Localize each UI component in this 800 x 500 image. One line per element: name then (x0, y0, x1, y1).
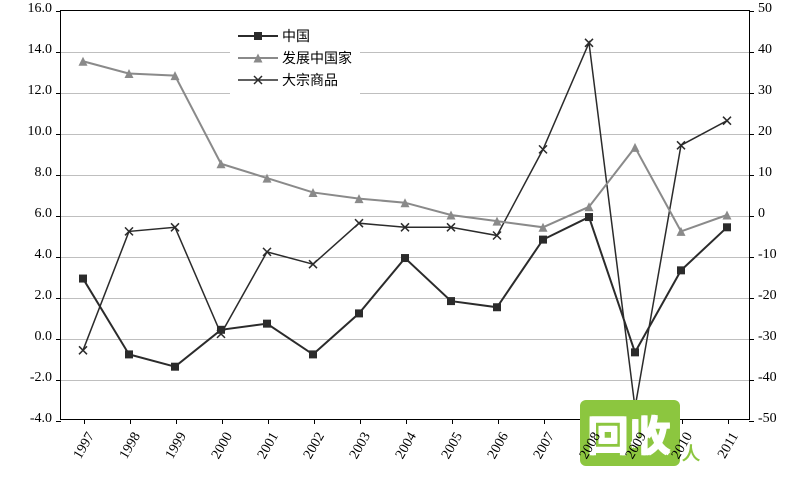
marker-square (171, 363, 179, 371)
series-line (83, 43, 727, 408)
marker-square (631, 348, 639, 356)
y-left-label: 0.0 (35, 329, 53, 345)
y-right-label: -50 (758, 411, 777, 427)
marker-x (79, 346, 87, 354)
marker-triangle (631, 143, 640, 152)
marker-square (125, 350, 133, 358)
y-right-label: -30 (758, 329, 777, 345)
marker-square (723, 223, 731, 231)
y-right-label: 40 (758, 42, 772, 58)
legend-swatch (238, 28, 278, 44)
y-right-label: -20 (758, 288, 777, 304)
y-left-label: -4.0 (30, 411, 52, 427)
marker-square (217, 326, 225, 334)
y-left-label: -2.0 (30, 370, 52, 386)
marker-x (539, 145, 547, 153)
legend-label: 中国 (282, 26, 310, 46)
legend: 中国发展中国家大宗商品 (230, 20, 360, 96)
marker-square (401, 254, 409, 262)
legend-row: 发展中国家 (238, 48, 352, 68)
chart-container: 中国发展中国家大宗商品 回收人 -4.0-2.00.02.04.06.08.01… (0, 0, 800, 500)
y-right-label: 30 (758, 83, 772, 99)
marker-square (263, 320, 271, 328)
legend-label: 发展中国家 (282, 48, 352, 68)
y-left-label: 16.0 (28, 1, 53, 17)
marker-triangle (677, 227, 686, 236)
y-right-label: -40 (758, 370, 777, 386)
y-left-label: 12.0 (28, 83, 53, 99)
marker-square (539, 236, 547, 244)
y-left-label: 2.0 (35, 288, 53, 304)
legend-label: 大宗商品 (282, 70, 338, 90)
y-left-label: 8.0 (35, 165, 53, 181)
y-right-label: 0 (758, 206, 765, 222)
y-left-label: 10.0 (28, 124, 53, 140)
marker-square (493, 303, 501, 311)
y-left-label: 14.0 (28, 42, 53, 58)
y-right-label: 10 (758, 165, 772, 181)
marker-square (355, 309, 363, 317)
y-left-label: 4.0 (35, 247, 53, 263)
y-right-label: 20 (758, 124, 772, 140)
marker-square (79, 275, 87, 283)
y-left-label: 6.0 (35, 206, 53, 222)
legend-swatch (238, 50, 278, 66)
marker-triangle (723, 211, 732, 220)
marker-x (723, 117, 731, 125)
legend-swatch (238, 72, 278, 88)
legend-row: 大宗商品 (238, 70, 352, 90)
marker-square (677, 266, 685, 274)
legend-row: 中国 (238, 26, 352, 46)
y-right-label: -10 (758, 247, 777, 263)
marker-square (585, 213, 593, 221)
marker-square (309, 350, 317, 358)
marker-square (447, 297, 455, 305)
y-right-label: 50 (758, 1, 772, 17)
